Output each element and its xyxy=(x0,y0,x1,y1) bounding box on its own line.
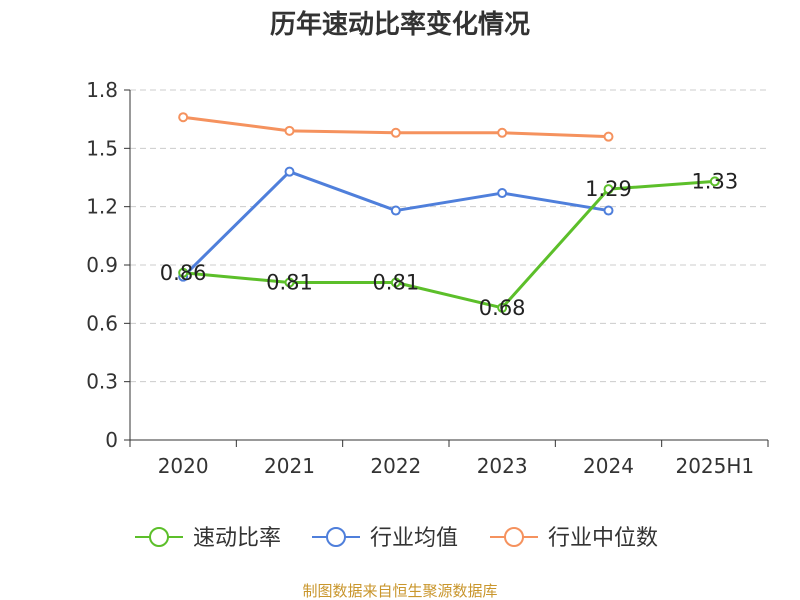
data-point xyxy=(284,125,295,136)
data-point xyxy=(603,184,614,195)
x-tick-label: 2022 xyxy=(370,454,421,478)
data-point xyxy=(284,166,295,177)
data-point xyxy=(284,277,295,288)
y-tick-label: 0.3 xyxy=(86,370,118,394)
data-point xyxy=(497,188,508,199)
data-label: 0.86 xyxy=(160,261,207,285)
x-tick-label: 2021 xyxy=(264,454,315,478)
data-point xyxy=(390,205,401,216)
data-label: 0.81 xyxy=(372,271,419,295)
data-point xyxy=(178,267,189,278)
data-point xyxy=(390,277,401,288)
data-label: 1.29 xyxy=(585,177,632,201)
data-label: 0.81 xyxy=(266,271,313,295)
y-tick-label: 0 xyxy=(105,428,118,452)
data-point xyxy=(390,127,401,138)
data-label: 0.68 xyxy=(479,296,526,320)
source-note: 制图数据来自恒生聚源数据库 xyxy=(302,582,497,600)
series-layer: 0.86 0.81 0.81 0.68 1.29 1.33 xyxy=(160,112,738,320)
legend-marker xyxy=(149,527,169,547)
legend-label: 行业均值 xyxy=(370,526,458,551)
y-tick-label: 1.5 xyxy=(86,136,118,160)
chart-title: 历年速动比率变化情况 xyxy=(270,9,530,40)
axes: 0 0.3 0.6 0.9 1.2 1.5 1.8 2020 2021 2022 2023 2024 2… xyxy=(86,78,769,478)
data-point xyxy=(497,127,508,138)
x-tick-label: 2023 xyxy=(477,454,528,478)
legend-label: 行业中位数 xyxy=(548,526,658,551)
gridlines xyxy=(130,89,768,383)
data-point xyxy=(603,205,614,216)
legend-label: 速动比率 xyxy=(193,526,281,551)
data-point xyxy=(497,302,508,313)
x-tick-label: 2020 xyxy=(158,454,209,478)
x-tick-label: 2025H1 xyxy=(675,454,754,478)
legend-marker xyxy=(504,527,524,547)
y-tick-label: 1.2 xyxy=(86,195,118,219)
y-tick-label: 0.9 xyxy=(86,253,118,277)
data-point xyxy=(178,112,189,123)
x-tick-label: 2024 xyxy=(583,454,634,478)
y-tick-label: 1.8 xyxy=(86,78,118,102)
legend-marker xyxy=(326,527,346,547)
data-point xyxy=(603,131,614,142)
y-tick-label: 0.6 xyxy=(86,311,118,335)
data-point xyxy=(709,176,720,187)
legend: 速动比率 行业均值 行业中位数 xyxy=(135,526,658,551)
series-line xyxy=(183,179,715,310)
data-label: 1.33 xyxy=(691,169,738,193)
